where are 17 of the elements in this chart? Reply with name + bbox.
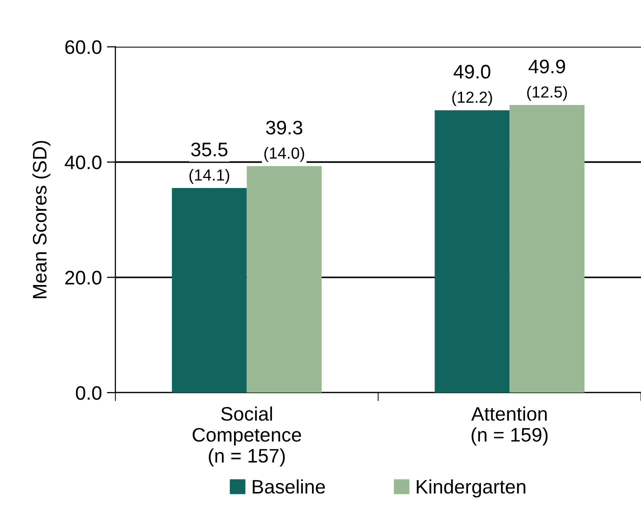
x-tick-label: Attention (n = 159) — [471, 406, 548, 446]
y-tick-label: 60.0 — [65, 40, 102, 54]
data-label: 49.0 (12.2) — [452, 64, 492, 106]
bar — [246, 166, 322, 393]
bar — [172, 188, 247, 393]
y-tick-label: 40.0 — [64, 156, 102, 170]
bar — [434, 110, 510, 393]
bar — [510, 105, 584, 393]
data-label: 35.5 (14.1) — [189, 142, 230, 184]
y-axis-title: Mean Scores (SD) — [32, 140, 50, 298]
x-tick-label: Social Competence (n = 157) — [192, 406, 302, 466]
legend-label: Baseline — [252, 479, 325, 494]
y-tick-label: 0.0 — [76, 386, 102, 400]
y-tick-label: 20.0 — [65, 270, 102, 285]
legend-label: Kindergarten — [416, 479, 526, 498]
data-label: 49.9 (12.5) — [527, 60, 567, 101]
data-label: 39.3 (14.0) — [264, 120, 304, 162]
